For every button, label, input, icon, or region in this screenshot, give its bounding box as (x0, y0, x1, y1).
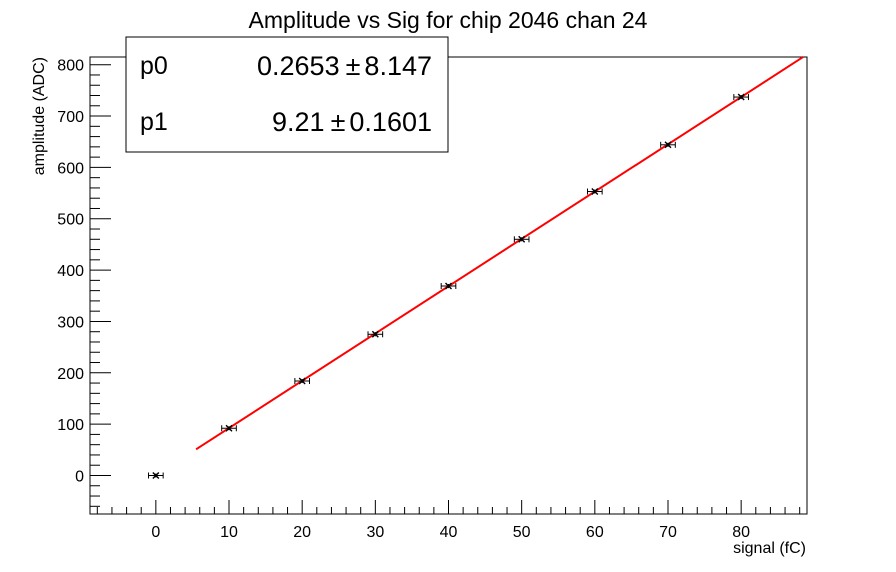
fit-stats-box: p0 0.2653 ±8.147 p1 9.21 ±0.1601 (125, 36, 449, 153)
marker-stroke (445, 282, 452, 290)
x-tick-label: 20 (293, 524, 311, 541)
x-tick-label: 50 (513, 524, 531, 541)
y-tick-label: 700 (57, 109, 84, 126)
y-tick-label: 500 (57, 212, 84, 229)
data-point (440, 282, 457, 290)
fit-layer (195, 55, 804, 451)
x-tick-label: 40 (440, 524, 458, 541)
x-tick-label: 80 (732, 524, 750, 541)
y-axis: 0 100 200 300 400 500 600 700 800 (57, 58, 111, 507)
marker-stroke (298, 377, 306, 385)
y-tick-label: 0 (75, 468, 84, 485)
fit-param-p0-estimate: 0.2653 (257, 51, 340, 81)
marker-stroke (152, 471, 160, 479)
fit-param-p0-value: 0.2653 ±8.147 (257, 51, 432, 81)
x-axis: 0 10 20 30 40 50 60 70 80 (96, 500, 801, 541)
y-tick-label: 100 (57, 417, 84, 434)
fit-line (195, 55, 804, 451)
marker-stroke (371, 330, 379, 338)
y-axis-label: amplitude (ADC) (31, 57, 48, 175)
y-tick-label: 200 (57, 366, 84, 383)
data-point (660, 141, 676, 149)
data-point (294, 377, 310, 385)
x-tick-label: 0 (151, 524, 160, 541)
data-point (221, 424, 237, 432)
fit-param-p1-value: 9.21 ±0.1601 (272, 107, 432, 137)
y-tick-label: 800 (57, 58, 84, 75)
fit-param-p1-error: 0.1601 (349, 107, 432, 137)
marker-stroke (737, 93, 745, 101)
fit-param-p0-pm: ± (346, 51, 361, 81)
y-tick-label: 400 (57, 263, 84, 280)
data-point (148, 471, 164, 479)
fit-param-p1-estimate: 9.21 (272, 107, 325, 137)
y-tick-label: 300 (57, 314, 84, 331)
x-tick-label: 60 (586, 524, 604, 541)
marker-stroke (591, 188, 599, 196)
fit-param-p0-name: p0 (140, 52, 168, 80)
x-tick-label: 70 (659, 524, 677, 541)
x-tick-label: 30 (366, 524, 384, 541)
data-point (733, 93, 749, 101)
marker-stroke (664, 141, 672, 149)
y-tick-label: 600 (57, 160, 84, 177)
x-tick-label: 10 (220, 524, 238, 541)
marker-stroke (518, 235, 526, 243)
points-layer (148, 93, 749, 479)
data-point (587, 188, 603, 196)
fit-param-p1-pm: ± (331, 107, 346, 137)
marker-stroke (225, 424, 233, 432)
fit-param-p1-name: p1 (140, 108, 168, 136)
chart-title: Amplitude vs Sig for chip 2046 chan 24 (249, 7, 648, 33)
fit-param-p0-error: 8.147 (364, 51, 432, 81)
fit-stats-box-frame (125, 36, 449, 153)
data-point (513, 235, 530, 243)
data-point (367, 330, 384, 338)
x-axis-label: signal (fC) (733, 540, 806, 557)
